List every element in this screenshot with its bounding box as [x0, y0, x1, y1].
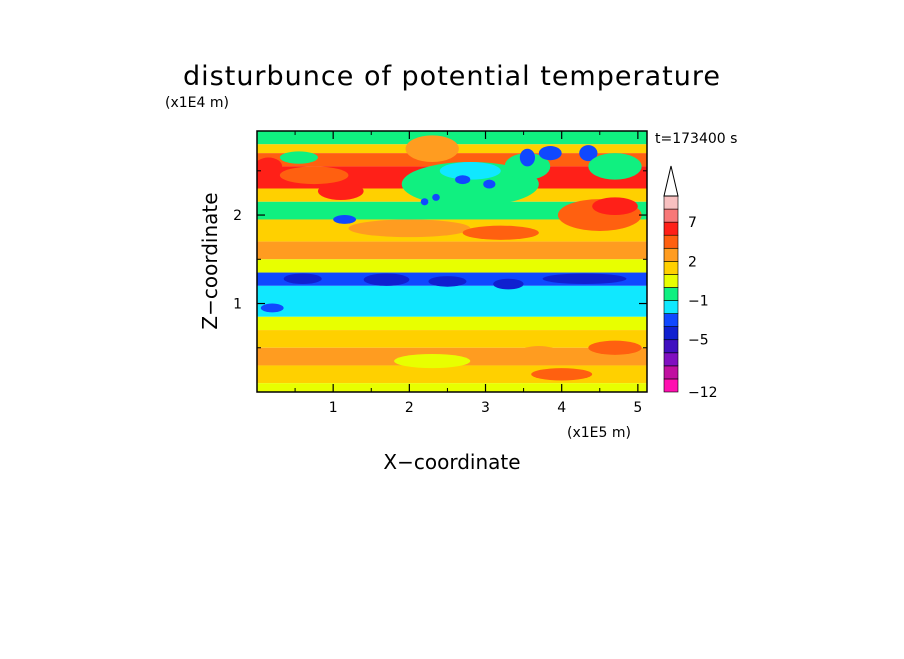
field-feature: [483, 179, 496, 189]
field-feature: [260, 303, 284, 313]
field-band: [257, 241, 647, 260]
field-feature: [579, 145, 598, 162]
x-axis-label: X−coordinate: [383, 450, 520, 474]
field-feature: [542, 273, 627, 285]
field-feature: [455, 175, 471, 185]
colorbar-label: −5: [688, 333, 709, 349]
colorbar-label: 7: [688, 215, 697, 231]
colorbar-swatch: [663, 365, 679, 380]
field-feature: [333, 215, 357, 224]
colorbar-swatch: [663, 234, 679, 249]
field-feature: [394, 353, 471, 369]
colorbar-swatch: [663, 247, 679, 262]
colorbar-swatch: [663, 339, 679, 354]
field-feature: [283, 273, 322, 285]
x-tick-label: 1: [329, 400, 338, 416]
colorbar-swatch: [663, 326, 679, 341]
x-tick-label: 2: [405, 400, 414, 416]
y-tick-label: 2: [233, 208, 242, 224]
field-feature: [405, 135, 459, 162]
field-feature: [538, 146, 562, 161]
x-tick-label: 3: [481, 400, 490, 416]
field-feature: [592, 197, 638, 216]
colorbar: −12−5−127: [663, 165, 718, 401]
field-feature: [257, 157, 283, 176]
field-feature: [462, 225, 539, 240]
colorbar-swatch: [663, 274, 679, 288]
colorbar-swatch: [663, 261, 679, 275]
colorbar-swatch: [663, 313, 679, 327]
field-band: [257, 285, 647, 317]
field-feature: [432, 193, 440, 201]
chart-title: disturbunce of potential temperature: [183, 61, 721, 92]
colorbar-swatch: [663, 221, 679, 236]
field-band: [257, 330, 647, 348]
y-axis-unit: (x1E4 m): [165, 95, 229, 111]
field-feature: [428, 276, 467, 287]
field-band: [257, 131, 647, 145]
field-feature: [348, 219, 471, 238]
field-feature: [519, 148, 536, 167]
field-feature: [519, 345, 558, 359]
colorbar-swatch: [663, 352, 679, 367]
field-band: [257, 201, 647, 220]
field-feature: [588, 153, 642, 180]
x-axis-ticks: 1 2 3 4 5: [294, 131, 642, 416]
field-band: [257, 316, 647, 331]
field-feature: [279, 166, 349, 185]
field-feature: [531, 368, 593, 381]
field-feature: [317, 182, 364, 201]
field-feature: [420, 198, 429, 206]
field-band: [257, 383, 647, 392]
field-feature: [493, 278, 524, 290]
colorbar-extend-arrow: [663, 165, 679, 197]
colorbar-label: 2: [688, 254, 697, 270]
field-feature: [588, 340, 642, 355]
y-axis-ticks: 12: [233, 170, 647, 349]
colorbar-swatch: [663, 287, 679, 301]
field-band: [257, 259, 647, 273]
plot-frame: [256, 130, 648, 393]
y-axis-label: Z−coordinate: [198, 192, 222, 329]
time-label: t=173400 s: [655, 131, 737, 147]
colorbar-swatch: [663, 378, 679, 393]
field-feature: [439, 161, 501, 180]
colorbar-swatch: [663, 195, 679, 210]
x-tick-label: 4: [557, 400, 566, 416]
field-feature: [363, 273, 410, 286]
colorbar-swatch: [663, 300, 679, 314]
colorbar-label: −1: [688, 294, 709, 310]
x-tick-label: 5: [633, 400, 642, 416]
field-feature: [279, 151, 318, 164]
colorbar-label: −12: [688, 385, 718, 401]
contour-field: [257, 131, 647, 392]
y-tick-label: 1: [233, 297, 242, 313]
x-axis-unit: (x1E5 m): [567, 425, 631, 441]
colorbar-swatch: [663, 208, 679, 223]
